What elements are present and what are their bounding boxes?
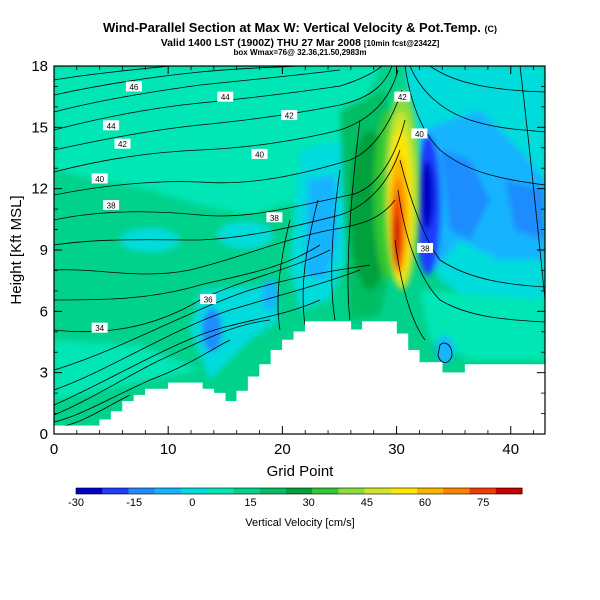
- contour-label-bg: [394, 91, 411, 102]
- x-tick-label: 0: [50, 441, 58, 458]
- contour-label: 40: [411, 128, 428, 139]
- contour-label-text: 38: [270, 214, 279, 223]
- x-tick-label: 30: [388, 441, 405, 458]
- contour-label: 38: [266, 212, 283, 223]
- colorbar-swatch: [338, 488, 366, 494]
- contour-label-text: 38: [421, 244, 430, 253]
- contour-label-bg: [91, 173, 108, 184]
- colorbar-swatch: [312, 488, 339, 494]
- contour-label-text: 42: [118, 140, 127, 149]
- contour-label-bg: [114, 138, 131, 149]
- contour-label-text: 42: [398, 93, 407, 102]
- colorbar-swatch: [364, 488, 392, 494]
- contour-label: 46: [125, 81, 142, 92]
- y-tick-label: 18: [31, 58, 48, 75]
- colorbar-tick-label: -30: [68, 497, 84, 509]
- colorbar-swatch: [469, 488, 497, 494]
- colorbar-tick-label: 75: [477, 497, 489, 509]
- title-text: Wind-Parallel Section at Max W: Vertical…: [102, 20, 481, 35]
- colorbar-swatch: [154, 488, 182, 494]
- colorbar-tick-label: 45: [361, 497, 373, 509]
- colorbar: [75, 487, 523, 495]
- colorbar-swatch: [207, 488, 234, 494]
- contour-label: 42: [281, 110, 298, 121]
- contour-label-text: 44: [107, 122, 116, 131]
- contour-label-bg: [200, 294, 217, 305]
- contour-label-bg: [125, 81, 142, 92]
- contour-label-text: 46: [129, 83, 138, 92]
- contour-label-text: 38: [107, 202, 116, 211]
- contour-label-text: 44: [221, 93, 230, 102]
- colorbar-ticks: -30 -15 0 15 30 45 60 75: [68, 497, 489, 509]
- contour-label-bg: [251, 148, 268, 159]
- x-axis-label: Grid Point: [267, 463, 335, 480]
- colorbar-swatch: [390, 488, 418, 494]
- contour-label: 42: [394, 91, 411, 102]
- colorbar-swatch: [102, 488, 129, 494]
- x-tick-label: 20: [274, 441, 291, 458]
- contour-label: 38: [103, 200, 120, 211]
- colorbar-swatch: [180, 488, 208, 494]
- y-axis-label: Height [Kft MSL]: [8, 195, 25, 304]
- colorbar-tick-label: 60: [419, 497, 431, 509]
- contour-label-text: 36: [204, 296, 213, 305]
- colorbar-label: Vertical Velocity [cm/s]: [245, 517, 354, 529]
- colorbar-tick-label: 30: [303, 497, 315, 509]
- colorbar-swatch: [128, 488, 156, 494]
- valid-time-small: [10min fcst@2342Z]: [363, 39, 440, 48]
- contour-label: 40: [251, 148, 268, 159]
- y-tick-label: 12: [31, 181, 48, 198]
- page-title: Wind-Parallel Section at Max W: Vertical…: [0, 20, 600, 35]
- colorbar-swatch: [443, 488, 471, 494]
- valid-time-text: Valid 1400 LST (1900Z) THU 27 Mar 2008: [160, 37, 361, 49]
- colorbar-swatch: [259, 488, 287, 494]
- y-tick-label: 3: [40, 365, 48, 382]
- contour-label: 42: [114, 138, 131, 149]
- y-tick-label: 0: [40, 426, 48, 443]
- colorbar-tick-label: -15: [126, 497, 142, 509]
- contour-label-text: 34: [95, 324, 104, 333]
- x-axis-ticks: 0 10 20 30 40: [50, 66, 534, 458]
- contour-label: 44: [103, 120, 120, 131]
- contour-label-bg: [411, 128, 428, 139]
- colorbar-frame: [75, 487, 523, 495]
- x-tick-label: 10: [160, 441, 177, 458]
- contour-label-bg: [103, 120, 120, 131]
- contour-label-bg: [217, 91, 234, 102]
- colorbar-swatch: [233, 488, 261, 494]
- contour-label-bg: [281, 110, 298, 121]
- colorbar-swatch: [285, 488, 313, 494]
- y-tick-label: 6: [40, 303, 48, 320]
- title-unit: (C): [484, 24, 498, 34]
- contour-label: 40: [91, 173, 108, 184]
- colorbar-swatch: [417, 488, 444, 494]
- colorbar-tick-label: 0: [189, 497, 195, 509]
- contour-label-bg: [91, 322, 108, 333]
- contour-label-bg: [266, 212, 283, 223]
- colorbar-swatch: [76, 488, 103, 494]
- colorbar-tick-label: 15: [244, 497, 256, 509]
- y-tick-label: 15: [31, 119, 48, 136]
- contour-label-text: 40: [255, 150, 264, 159]
- wmax-line: box Wmax=76@ 32.36,21.50,2983m: [233, 48, 367, 57]
- x-tick-label: 40: [502, 441, 519, 458]
- contour-label-bg: [417, 242, 434, 253]
- colorbar-swatch: [495, 488, 523, 494]
- contour-label: 34: [91, 322, 108, 333]
- contour-label-text: 40: [415, 130, 424, 139]
- contour-label-text: 40: [95, 175, 104, 184]
- contour-label-bg: [103, 200, 120, 211]
- contour-label: 36: [200, 294, 217, 305]
- contour-label-text: 42: [285, 112, 294, 121]
- contour-label: 44: [217, 91, 234, 102]
- terrain-mask: [54, 321, 545, 434]
- y-tick-label: 9: [40, 242, 48, 259]
- valid-time-line: Valid 1400 LST (1900Z) THU 27 Mar 2008 […: [0, 37, 600, 49]
- contour-label: 38: [417, 242, 434, 253]
